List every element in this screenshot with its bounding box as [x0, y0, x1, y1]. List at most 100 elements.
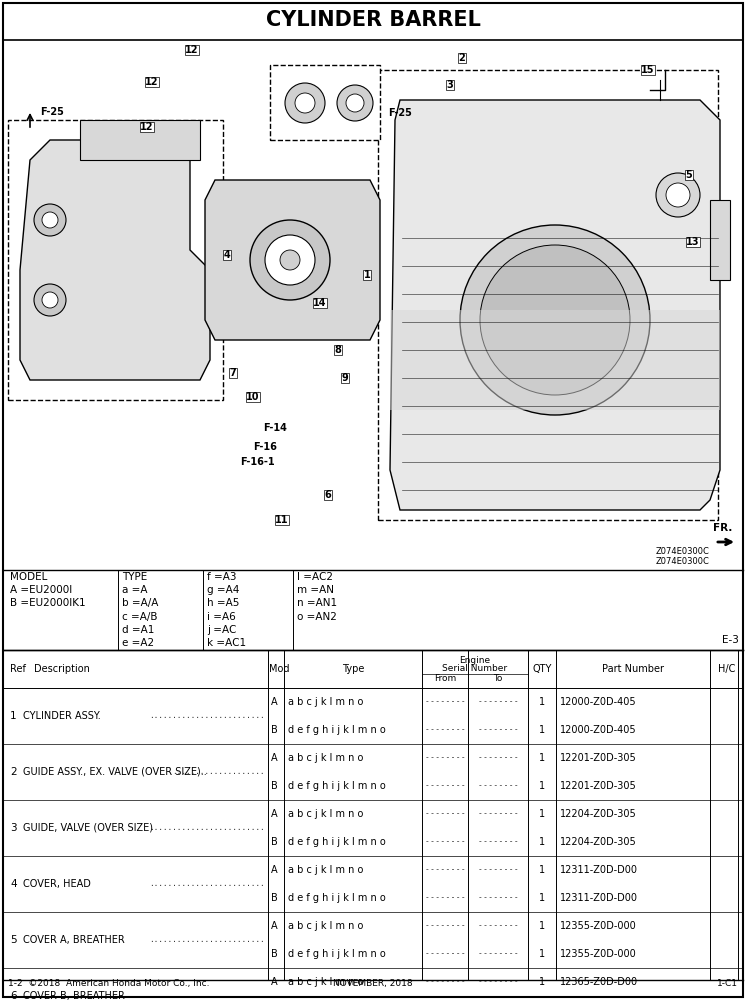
- Text: 3: 3: [447, 80, 454, 90]
- Text: MODEL: MODEL: [10, 572, 48, 582]
- Text: Ref: Ref: [10, 664, 26, 674]
- Text: B: B: [271, 893, 278, 903]
- Text: - - - - - - - -: - - - - - - - -: [426, 726, 464, 734]
- Text: 12355-Z0D-000: 12355-Z0D-000: [560, 949, 637, 959]
- Text: 5: 5: [10, 935, 16, 945]
- Text: l =AC2: l =AC2: [297, 572, 333, 582]
- Text: 2: 2: [459, 53, 466, 63]
- Text: To: To: [493, 674, 503, 683]
- Text: GUIDE, VALVE (OVER SIZE): GUIDE, VALVE (OVER SIZE): [23, 823, 153, 833]
- Text: B: B: [271, 837, 278, 847]
- Text: 6: 6: [325, 490, 331, 500]
- Bar: [710, 200, 730, 280]
- Text: Description: Description: [34, 664, 90, 674]
- Text: A =EU2000I: A =EU2000I: [10, 585, 72, 595]
- Text: H/C: H/C: [718, 664, 736, 674]
- Text: 12311-Z0D-D00: 12311-Z0D-D00: [560, 865, 638, 875]
- Text: 1: 1: [363, 270, 370, 280]
- Text: - - - - - - - -: - - - - - - - -: [479, 782, 517, 790]
- Text: 15: 15: [642, 65, 655, 75]
- Text: Type: Type: [342, 664, 364, 674]
- Text: a b c j k l m n o: a b c j k l m n o: [288, 753, 363, 763]
- Text: 12204-Z0D-305: 12204-Z0D-305: [560, 809, 637, 819]
- Text: - - - - - - - -: - - - - - - - -: [479, 810, 517, 818]
- Text: 5: 5: [686, 170, 692, 180]
- Text: 2: 2: [10, 767, 16, 777]
- Text: 12311-Z0D-D00: 12311-Z0D-D00: [560, 893, 638, 903]
- Text: 12: 12: [145, 77, 159, 87]
- Text: COVER B, BREATHER: COVER B, BREATHER: [23, 991, 125, 1000]
- Text: A: A: [271, 921, 278, 931]
- Text: a b c j k l m n o: a b c j k l m n o: [288, 865, 363, 875]
- Text: 1: 1: [539, 837, 545, 847]
- Text: E-3: E-3: [722, 635, 739, 645]
- Circle shape: [34, 284, 66, 316]
- Text: B: B: [271, 949, 278, 959]
- Text: - - - - - - - -: - - - - - - - -: [479, 894, 517, 902]
- Text: 1: 1: [10, 711, 16, 721]
- Text: - - - - - - - -: - - - - - - - -: [426, 838, 464, 846]
- Bar: [270, 65, 380, 140]
- Text: B: B: [271, 725, 278, 735]
- Text: TYPE: TYPE: [122, 572, 147, 582]
- Bar: [80, 120, 200, 160]
- Text: NOVEMBER, 2018: NOVEMBER, 2018: [333, 979, 413, 988]
- Text: 7: 7: [230, 368, 236, 378]
- Circle shape: [42, 292, 58, 308]
- Text: 12201-Z0D-305: 12201-Z0D-305: [560, 781, 637, 791]
- Text: a b c j k l m n o: a b c j k l m n o: [288, 809, 363, 819]
- Text: e =A2: e =A2: [122, 638, 154, 648]
- Text: 11: 11: [275, 515, 289, 525]
- Text: .........................: .........................: [149, 880, 265, 888]
- Text: n =AN1: n =AN1: [297, 598, 337, 608]
- Text: i =A6: i =A6: [207, 612, 236, 622]
- Text: - - - - - - - -: - - - - - - - -: [426, 950, 464, 958]
- Text: 1: 1: [539, 893, 545, 903]
- Circle shape: [460, 225, 650, 415]
- Text: 1: 1: [539, 697, 545, 707]
- Bar: [3, 40, 743, 570]
- Text: CYLINDER BARREL: CYLINDER BARREL: [266, 10, 480, 30]
- Bar: [8, 120, 223, 400]
- Text: d e f g h i j k l m n o: d e f g h i j k l m n o: [288, 837, 386, 847]
- Text: Part Number: Part Number: [602, 664, 664, 674]
- Bar: [378, 70, 718, 520]
- Text: - - - - - - - -: - - - - - - - -: [426, 698, 464, 706]
- Text: A: A: [271, 865, 278, 875]
- Text: f =A3: f =A3: [207, 572, 236, 582]
- Text: GUIDE ASSY., EX. VALVE (OVER SIZE)..: GUIDE ASSY., EX. VALVE (OVER SIZE)..: [23, 767, 207, 777]
- Text: F-16: F-16: [253, 442, 277, 452]
- Text: F-25: F-25: [388, 108, 412, 118]
- Polygon shape: [205, 180, 380, 340]
- Text: 1: 1: [539, 725, 545, 735]
- Text: 4: 4: [10, 879, 16, 889]
- Text: k =AC1: k =AC1: [207, 638, 246, 648]
- Text: 13: 13: [686, 237, 700, 247]
- Circle shape: [480, 245, 630, 395]
- Text: A: A: [271, 977, 278, 987]
- Text: 12204-Z0D-305: 12204-Z0D-305: [560, 837, 637, 847]
- Text: - - - - - - - -: - - - - - - - -: [426, 754, 464, 762]
- Text: 1: 1: [539, 781, 545, 791]
- Text: A: A: [271, 809, 278, 819]
- Text: - - - - - - - -: - - - - - - - -: [479, 754, 517, 762]
- Text: 12: 12: [140, 122, 154, 132]
- Text: 1-C1: 1-C1: [717, 979, 738, 988]
- Text: .........................: .........................: [149, 824, 265, 832]
- Text: 8: 8: [334, 345, 342, 355]
- Text: o =AN2: o =AN2: [297, 612, 337, 622]
- Text: ....................: ....................: [172, 768, 265, 776]
- Circle shape: [265, 235, 315, 285]
- Text: Mod: Mod: [269, 664, 289, 674]
- Text: F-16-1: F-16-1: [240, 457, 275, 467]
- Text: Serial Number: Serial Number: [442, 664, 507, 673]
- Text: - - - - - - - -: - - - - - - - -: [479, 838, 517, 846]
- Text: 1: 1: [539, 949, 545, 959]
- Text: 3: 3: [10, 823, 16, 833]
- Polygon shape: [390, 100, 720, 510]
- Text: F-14: F-14: [263, 423, 287, 433]
- Text: QTY: QTY: [533, 664, 552, 674]
- Text: d e f g h i j k l m n o: d e f g h i j k l m n o: [288, 949, 386, 959]
- Text: Z074E0300C: Z074E0300C: [656, 548, 710, 556]
- Text: A: A: [271, 697, 278, 707]
